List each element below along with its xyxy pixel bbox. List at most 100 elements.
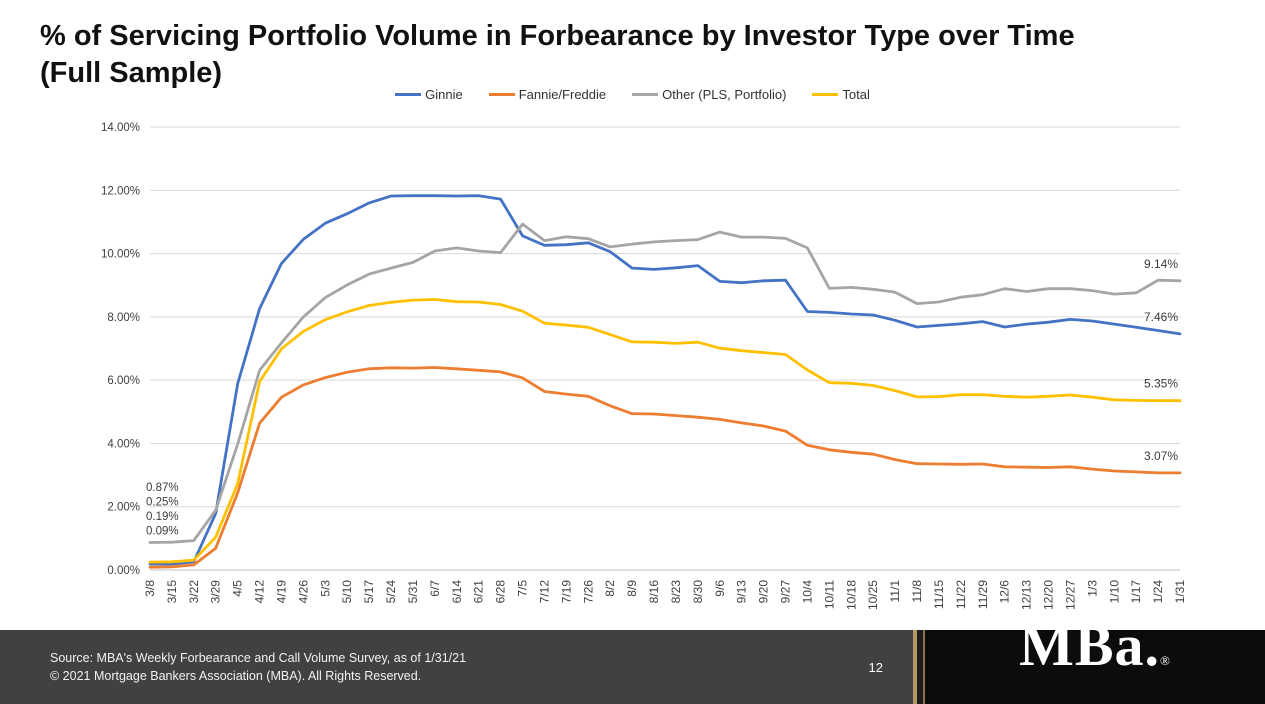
start-value-label: 0.19% — [146, 511, 179, 523]
chart-legend: Ginnie Fannie/Freddie Other (PLS, Portfoli… — [0, 87, 1265, 102]
series-line-3 — [148, 298, 1182, 564]
legend-item-2: Other (PLS, Portfolio) — [632, 87, 786, 102]
page-title-line2: (Full Sample) — [40, 57, 223, 89]
x-tick-label: 7/5 — [516, 580, 530, 597]
x-tick-label: 8/16 — [647, 580, 661, 604]
x-tick-label: 4/19 — [275, 580, 289, 604]
page-title-line1: % of Servicing Portfolio Volume in Forbe… — [40, 20, 1075, 52]
x-tick-label: 11/8 — [910, 580, 924, 603]
x-tick-label: 11/22 — [954, 580, 968, 609]
x-tick-label: 6/7 — [428, 580, 442, 597]
forbearance-chart: 0.00% 2.00% 4.00% 6.00% 8.00% 10.00% 12.00% 14.… — [101, 122, 1187, 610]
series-line-1 — [148, 366, 1182, 569]
legend-item-1: Fannie/Freddie — [488, 87, 607, 102]
series-line-0 — [148, 194, 1182, 566]
source-line1: Source: MBA's Weekly Forbearance and Cal… — [50, 651, 467, 665]
gold-divider-gap — [917, 630, 923, 704]
legend-line-swatch-icon — [812, 93, 839, 96]
x-tick-label: 9/6 — [713, 580, 727, 597]
source-attribution: Source: MBA's Weekly Forbearance and Cal… — [50, 649, 869, 685]
x-tick-label: 7/12 — [538, 580, 552, 604]
x-tick-label: 9/27 — [779, 580, 793, 604]
x-tick-label: 7/19 — [559, 580, 573, 604]
legend-item-3: Total — [812, 87, 870, 102]
x-tick-label: 12/20 — [1042, 580, 1056, 610]
legend-label: Other (PLS, Portfolio) — [662, 87, 787, 102]
end-value-labels: 7.46% 3.07% 9.14% 5.35% — [1144, 257, 1178, 463]
legend-label: Ginnie — [425, 87, 463, 102]
x-tick-label: 11/1 — [888, 580, 902, 603]
x-tick-label: 3/29 — [209, 580, 223, 604]
x-tick-label: 12/27 — [1063, 580, 1077, 610]
start-value-label: 0.25% — [146, 496, 179, 508]
start-value-label: 0.09% — [146, 526, 179, 538]
x-tick-label: 5/17 — [362, 580, 376, 604]
x-tick-label: 6/21 — [472, 580, 486, 604]
legend-line-swatch-icon — [395, 93, 422, 96]
x-tick-label: 10/18 — [844, 580, 858, 610]
x-tick-label: 9/13 — [735, 580, 749, 604]
x-tick-label: 5/31 — [406, 580, 420, 604]
x-tick-label: 1/31 — [1173, 580, 1187, 604]
y-tick-label: 2.00% — [107, 502, 140, 514]
registered-trademark-icon: ® — [1160, 653, 1171, 668]
x-tick-label: 10/4 — [800, 580, 814, 604]
mba-logo-section: MBa.® — [925, 613, 1265, 704]
y-tick-label: 0.00% — [107, 565, 140, 577]
legend-item-0: Ginnie — [395, 87, 463, 102]
page-number: 12 — [868, 659, 883, 675]
x-tick-label: 5/3 — [318, 580, 332, 597]
end-value-label: 3.07% — [1144, 449, 1178, 463]
mba-logo: MBa.® — [1019, 613, 1171, 704]
end-value-label: 9.14% — [1144, 257, 1178, 271]
x-tick-label: 3/8 — [143, 580, 157, 597]
page-title: % of Servicing Portfolio Volume in Forbe… — [40, 18, 1240, 92]
x-tick-label: 1/24 — [1151, 580, 1165, 604]
gridlines — [150, 126, 1180, 571]
y-tick-label: 10.00% — [101, 249, 140, 261]
x-tick-label: 11/15 — [932, 580, 946, 609]
gold-divider — [913, 630, 925, 704]
legend-label: Total — [842, 87, 870, 102]
legend-label: Fannie/Freddie — [518, 87, 607, 102]
x-tick-label: 8/9 — [625, 580, 639, 597]
start-value-label: 0.87% — [146, 482, 179, 494]
y-tick-label: 8.00% — [107, 312, 140, 324]
x-tick-label: 4/12 — [253, 580, 267, 604]
x-tick-label: 10/11 — [822, 580, 836, 609]
x-tick-label: 5/24 — [384, 580, 398, 604]
x-tick-label: 10/25 — [866, 580, 880, 610]
end-value-label: 7.46% — [1144, 310, 1178, 324]
x-tick-label: 1/10 — [1107, 580, 1121, 604]
x-tick-label: 12/6 — [998, 580, 1012, 604]
x-tick-label: 8/30 — [691, 580, 705, 604]
x-tick-label: 7/26 — [581, 580, 595, 604]
x-tick-label: 3/15 — [165, 580, 179, 604]
x-tick-label: 3/22 — [187, 580, 201, 604]
legend-line-swatch-icon — [632, 93, 659, 96]
x-tick-label: 9/20 — [757, 580, 771, 604]
mba-logo-text: MBa. — [1019, 613, 1161, 678]
x-tick-label: 4/26 — [296, 580, 310, 604]
x-axis-labels: 3/8 3/15 3/22 3/29 4/5 4/12 4/19 4/26 5/3 5/10 5/1… — [143, 580, 1187, 610]
x-tick-label: 1/17 — [1129, 580, 1143, 604]
y-axis-labels: 0.00% 2.00% 4.00% 6.00% 8.00% 10.00% 12.00% 14.… — [101, 122, 140, 577]
source-line2: © 2021 Mortgage Bankers Association (MBA… — [50, 669, 422, 683]
end-value-label: 5.35% — [1144, 377, 1178, 391]
gold-divider-line — [913, 630, 917, 704]
x-tick-label: 6/14 — [450, 580, 464, 604]
start-value-labels: 0.87% 0.25% 0.19% 0.09% — [146, 482, 179, 538]
legend-line-swatch-icon — [488, 93, 515, 96]
gold-divider-line-thin — [923, 630, 925, 704]
x-tick-label: 8/23 — [669, 580, 683, 604]
y-tick-label: 14.00% — [101, 122, 140, 134]
y-tick-label: 12.00% — [101, 185, 140, 197]
x-tick-label: 8/2 — [603, 580, 617, 597]
x-tick-label: 6/28 — [494, 580, 508, 604]
x-tick-label: 5/10 — [340, 580, 354, 604]
series-line-2 — [148, 222, 1182, 544]
x-tick-label: 1/3 — [1085, 580, 1099, 597]
y-tick-label: 6.00% — [107, 375, 140, 387]
footer: Source: MBA's Weekly Forbearance and Cal… — [0, 613, 1265, 704]
